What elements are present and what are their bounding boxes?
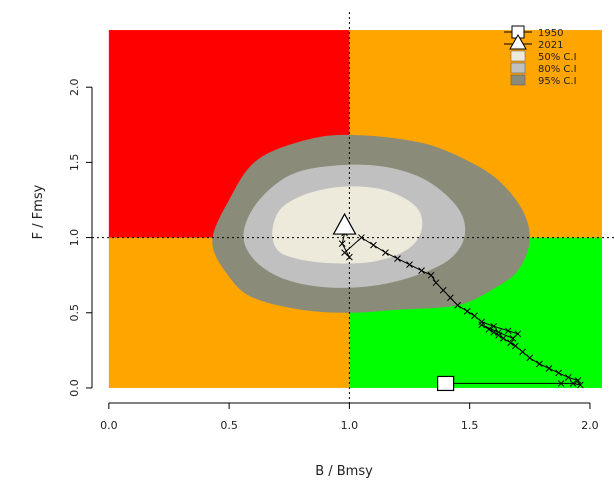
y-tick-label: 1.0 (68, 229, 81, 247)
trajectory-point (507, 339, 514, 347)
trajectory-point (454, 301, 461, 309)
trajectory-point (574, 377, 582, 384)
trajectory-point (478, 321, 486, 329)
y-tick-label: 0.0 (68, 379, 81, 397)
end-marker-2021 (332, 212, 357, 235)
legend-label: 2021 (538, 40, 563, 51)
trajectory-point (576, 381, 584, 389)
trajectory-markers (332, 212, 455, 392)
trajectory-point (427, 271, 435, 279)
trajectory-point (485, 325, 493, 333)
trajectory-point (512, 342, 519, 350)
trajectory-point (557, 380, 565, 387)
trajectory-point (382, 249, 389, 256)
trajectory-point (439, 286, 447, 294)
reference-lines (92, 12, 614, 403)
trajectory-point (536, 360, 543, 368)
trajectory-point (447, 294, 454, 302)
trajectory-point (504, 327, 512, 335)
trajectory-point (569, 380, 577, 387)
trajectory-point (555, 369, 563, 377)
y-tick-label: 1.5 (68, 154, 81, 172)
trajectory-point (394, 255, 401, 262)
legend-label: 80% C.I (538, 64, 577, 75)
trajectory-point (490, 328, 498, 336)
trajectory-point (519, 348, 526, 356)
axes: 0.0 0.5 1.0 1.5 2.0 0.0 0.5 1.0 1.5 2.0 (68, 78, 599, 432)
legend-swatch-triangle (509, 33, 527, 50)
trajectory-point (358, 234, 365, 241)
x-tick-label: 1.5 (461, 419, 479, 432)
legend-swatch-ci (510, 74, 526, 86)
trajectory (338, 229, 584, 389)
y-axis-label: F / Fmsy (31, 184, 46, 239)
trajectory-point (463, 307, 471, 315)
legend-swatch-ci (510, 62, 526, 74)
trajectory-point (406, 261, 413, 268)
legend-label: 1950 (538, 28, 563, 39)
start-marker-1950 (437, 375, 455, 392)
trajectory-point (545, 365, 553, 372)
x-tick-label: 2.0 (581, 419, 599, 432)
legend-swatch-ci (510, 50, 526, 62)
trajectory-point (564, 374, 572, 381)
x-tick-label: 0.5 (220, 419, 238, 432)
trajectory-point (490, 322, 498, 330)
trajectory-point (526, 354, 534, 362)
trajectory-point (514, 330, 522, 338)
trajectory-point (346, 253, 353, 261)
trajectory-point (338, 240, 346, 247)
legend-label: 50% C.I (538, 52, 577, 63)
trajectory-point (418, 267, 425, 275)
trajectory-point (495, 331, 502, 339)
x-tick-label: 1.0 (341, 419, 359, 432)
x-axis-label: B / Bmsy (315, 464, 373, 479)
legend-label: 95% C.I (538, 76, 577, 87)
y-tick-label: 2.0 (68, 78, 81, 96)
trajectory-point (499, 334, 507, 342)
trajectory-point (471, 312, 478, 320)
trajectory-point (495, 328, 502, 336)
x-tick-label: 0.0 (100, 419, 118, 432)
confidence-regions (212, 134, 530, 313)
y-tick-label: 0.5 (68, 304, 81, 322)
trajectory-point (432, 279, 440, 287)
trajectory-point (478, 318, 486, 326)
trajectory-point (370, 241, 377, 249)
